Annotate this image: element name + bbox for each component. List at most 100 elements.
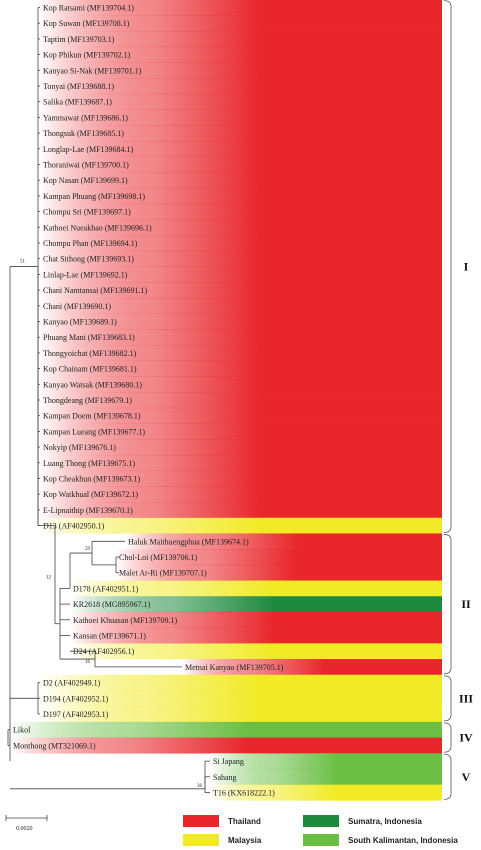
clade-bracket: [443, 722, 452, 753]
bootstrap-value: 51: [20, 260, 26, 265]
leaf-label: Yammawat (MF139686.1): [43, 113, 128, 122]
leaf-label: Malet Ar-Ri (MF139707.1): [119, 569, 207, 578]
leaf-label: D2 (AF402949.1): [43, 679, 101, 688]
leaf-label: Kop Suwan (MF139708.1): [43, 19, 130, 28]
bootstrap-value: 12: [46, 576, 52, 581]
color-band: [40, 93, 442, 110]
color-band: [210, 768, 442, 785]
leaf-label: Chompu Sri (MF139697.1): [43, 208, 131, 217]
leaf-label: D197 (AF402953.1): [43, 710, 109, 719]
color-band: [40, 172, 442, 189]
leaf-label: D194 (AF402952.1): [43, 694, 109, 703]
leaf-labels: Kop Ratsami (MF139704.1) Kop Suwan (MF139…: [13, 4, 284, 798]
legend-label-malaysia: Malaysia: [228, 836, 262, 845]
color-band: [40, 297, 442, 314]
leaf-label: Metnai Kanyao (MF139705.1): [185, 663, 284, 672]
color-band: [40, 439, 442, 456]
color-band: [70, 627, 442, 644]
color-band: [40, 423, 442, 440]
leaf-label: D178 (AF402951.1): [73, 584, 139, 593]
color-band: [116, 549, 442, 566]
leaf-label: Chani Namtansai (MF139691.1): [43, 286, 148, 295]
legend-label-sumatra: Sumatra, Indonesia: [348, 817, 422, 826]
leaf-label: Chani (MF139690.1): [43, 302, 111, 311]
leaf-label: Kampan Lueang (MF139677.1): [43, 427, 145, 436]
leaf-label: Thongsuk (MF139685.1): [43, 129, 124, 138]
clade-label: I: [464, 260, 469, 274]
color-band: [10, 737, 442, 754]
bootstrap-values: 51 59 12 16 36: [20, 260, 203, 789]
leaf-label: Chat Sithong (MF139693.1): [43, 255, 134, 264]
color-band: [40, 125, 442, 142]
leaf-label: Kathoei Nueakhao (MF139696.1): [43, 223, 152, 232]
color-band: [70, 580, 442, 597]
color-band: [116, 564, 442, 581]
leaf-label: Chol-Loi (MF139706.1): [119, 553, 198, 562]
leaf-label: Likol: [13, 726, 31, 735]
color-bands: [10, 0, 442, 801]
legend-label-kalimantan: South Kalimantan, Indonesia: [348, 836, 458, 845]
leaf-label: Kop Watkhual (MF139672.1): [43, 490, 138, 499]
bootstrap-value: 59: [85, 547, 91, 552]
color-band: [40, 235, 442, 252]
color-band: [40, 674, 442, 691]
leaf-label: D13 (AF402950.1): [43, 522, 105, 531]
color-band: [40, 156, 442, 173]
leaf-label: Sahang: [213, 773, 237, 782]
leaf-label: E-Lipnaithip (MF139670.1): [43, 506, 133, 515]
color-band: [40, 345, 442, 362]
clade-bracket: [443, 753, 452, 800]
leaf-label: Monthong (MT321069.1): [13, 741, 96, 750]
color-band: [40, 31, 442, 48]
legend-swatch-sumatra: [303, 815, 339, 827]
leaf-label: Phuang Mani (MF139683.1): [43, 333, 135, 342]
clade-bracket: [443, 675, 452, 722]
legend-label-thailand: Thailand: [228, 817, 261, 826]
leaf-label: Chompu Phan (MF139694.1): [43, 239, 138, 248]
color-band: [210, 753, 442, 770]
leaf-label: Thongdeang (MF139679.1): [43, 396, 132, 405]
leaf-label: Kathoei Khuasan (MF139709.1): [73, 616, 178, 625]
color-band: [40, 62, 442, 79]
color-band: [40, 78, 442, 95]
leaf-label: Kop Nasan (MF139699.1): [43, 176, 128, 185]
color-band: [70, 643, 442, 660]
leaf-label: Kop Ratsami (MF139704.1): [43, 4, 134, 13]
clade-label: V: [462, 770, 471, 784]
color-band: [40, 15, 442, 32]
color-band: [40, 313, 442, 330]
color-band: [125, 533, 442, 550]
leaf-label: Linlap-Lae (MF139692.1): [43, 270, 128, 279]
color-band: [40, 140, 442, 157]
color-band: [40, 219, 442, 236]
leaf-label: Kampan Doem (MF139678.1): [43, 412, 141, 421]
clade-bracket: [443, 534, 452, 675]
color-band: [40, 517, 442, 534]
leaf-label: Nokyip (MF139676.1): [43, 443, 116, 452]
leaf-label: T16 (KX618222.1): [213, 789, 275, 798]
color-band: [40, 502, 442, 519]
leaf-label: Luang Thong (MF139675.1): [43, 459, 135, 468]
bootstrap-value: 36: [197, 784, 203, 789]
clade-label: III: [459, 691, 473, 705]
clade-label: II: [461, 597, 471, 611]
bootstrap-value: 16: [85, 660, 91, 665]
legend-swatch-thailand: [183, 815, 219, 827]
color-band: [10, 721, 442, 738]
leaf-label: Kop Cheakhun (MF139673.1): [43, 475, 140, 484]
color-band: [40, 0, 442, 16]
leaf-label: Kanyao Si-Nak (MF139701.1): [43, 66, 142, 75]
leaf-label: Thongyoichat (MF139682.1): [43, 349, 137, 358]
leaf-label: Si Japang: [213, 757, 244, 766]
color-band: [182, 659, 442, 676]
legend: Thailand Sumatra, Indonesia Malaysia South …: [183, 815, 458, 846]
color-band: [70, 596, 442, 613]
color-band: [40, 282, 442, 299]
color-band: [40, 360, 442, 377]
color-band: [40, 392, 442, 409]
scale-bar: 0.0020: [5, 815, 48, 832]
legend-swatch-kalimantan: [303, 834, 339, 846]
leaf-label: Kop Phikun (MF139702.1): [43, 51, 131, 60]
color-band: [40, 454, 442, 471]
